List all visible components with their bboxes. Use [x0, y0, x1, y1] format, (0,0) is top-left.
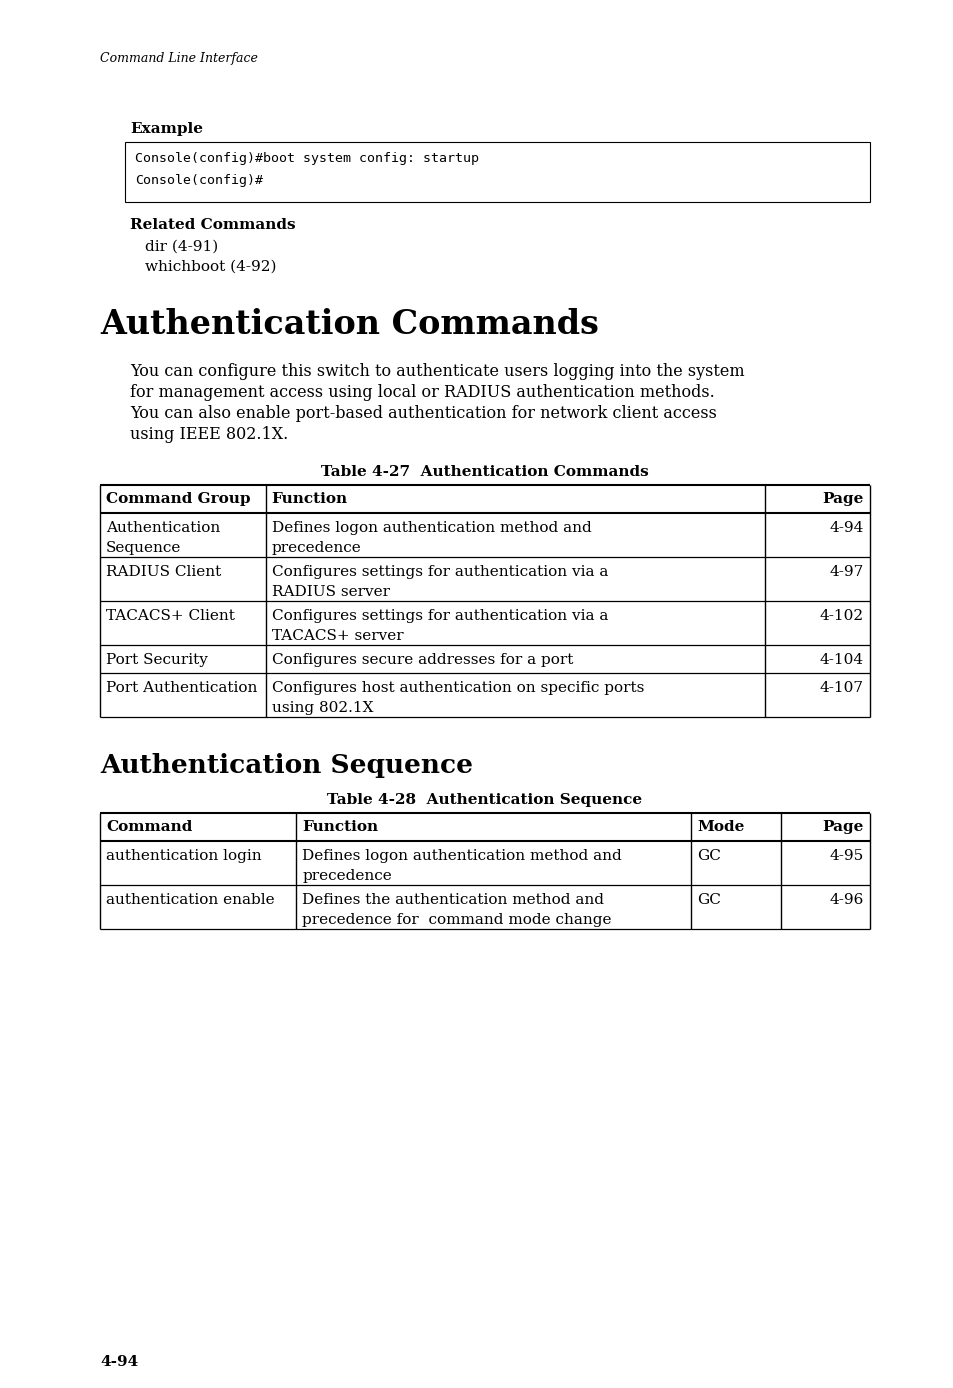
Text: Sequence: Sequence — [106, 541, 181, 555]
Text: precedence: precedence — [302, 869, 392, 883]
Text: 4-96: 4-96 — [829, 892, 863, 906]
Text: Command: Command — [106, 820, 193, 834]
Text: Table 4-27  Authentication Commands: Table 4-27 Authentication Commands — [321, 465, 648, 479]
Text: Defines logon authentication method and: Defines logon authentication method and — [302, 849, 621, 863]
Text: RADIUS Client: RADIUS Client — [106, 565, 221, 579]
Text: authentication enable: authentication enable — [106, 892, 274, 906]
Text: precedence for  command mode change: precedence for command mode change — [302, 913, 611, 927]
Text: 4-104: 4-104 — [819, 652, 863, 668]
Text: Defines the authentication method and: Defines the authentication method and — [302, 892, 603, 906]
Text: authentication login: authentication login — [106, 849, 261, 863]
Text: Function: Function — [302, 820, 378, 834]
Text: dir (4-91): dir (4-91) — [145, 240, 218, 254]
Text: TACACS+ server: TACACS+ server — [272, 629, 403, 643]
Text: Configures settings for authentication via a: Configures settings for authentication v… — [272, 565, 607, 579]
Text: You can configure this switch to authenticate users logging into the system: You can configure this switch to authent… — [130, 364, 744, 380]
Text: Configures host authentication on specific ports: Configures host authentication on specif… — [272, 682, 643, 695]
Text: 4-107: 4-107 — [820, 682, 863, 695]
Text: 4-94: 4-94 — [829, 520, 863, 534]
Text: Function: Function — [272, 491, 347, 507]
Text: Page: Page — [821, 491, 863, 507]
Text: 4-94: 4-94 — [100, 1355, 138, 1369]
Text: 4-95: 4-95 — [829, 849, 863, 863]
Text: Authentication Sequence: Authentication Sequence — [100, 754, 473, 779]
Text: GC: GC — [697, 892, 720, 906]
Text: using IEEE 802.1X.: using IEEE 802.1X. — [130, 426, 288, 443]
Text: Port Security: Port Security — [106, 652, 208, 668]
Text: Mode: Mode — [697, 820, 744, 834]
Text: Command Group: Command Group — [106, 491, 251, 507]
Text: Example: Example — [130, 122, 203, 136]
Text: 4-97: 4-97 — [829, 565, 863, 579]
Text: Authentication: Authentication — [106, 520, 220, 534]
Text: Related Commands: Related Commands — [130, 218, 295, 232]
Text: Port Authentication: Port Authentication — [106, 682, 257, 695]
Text: You can also enable port-based authentication for network client access: You can also enable port-based authentic… — [130, 405, 716, 422]
Text: RADIUS server: RADIUS server — [272, 584, 389, 600]
Text: Configures secure addresses for a port: Configures secure addresses for a port — [272, 652, 573, 668]
Text: using 802.1X: using 802.1X — [272, 701, 373, 715]
Text: Authentication Commands: Authentication Commands — [100, 308, 598, 341]
Text: Console(config)#: Console(config)# — [135, 174, 263, 187]
Text: TACACS+ Client: TACACS+ Client — [106, 609, 234, 623]
Text: Console(config)#boot system config: startup: Console(config)#boot system config: star… — [135, 153, 478, 165]
Text: Defines logon authentication method and: Defines logon authentication method and — [272, 520, 591, 534]
Text: 4-102: 4-102 — [819, 609, 863, 623]
Text: Configures settings for authentication via a: Configures settings for authentication v… — [272, 609, 607, 623]
Text: for management access using local or RADIUS authentication methods.: for management access using local or RAD… — [130, 384, 714, 401]
Text: precedence: precedence — [272, 541, 361, 555]
Text: whichboot (4-92): whichboot (4-92) — [145, 260, 276, 273]
Bar — [125, 142, 869, 203]
Text: Page: Page — [821, 820, 863, 834]
Text: Command Line Interface: Command Line Interface — [100, 51, 257, 65]
Text: GC: GC — [697, 849, 720, 863]
Text: Table 4-28  Authentication Sequence: Table 4-28 Authentication Sequence — [327, 793, 642, 806]
